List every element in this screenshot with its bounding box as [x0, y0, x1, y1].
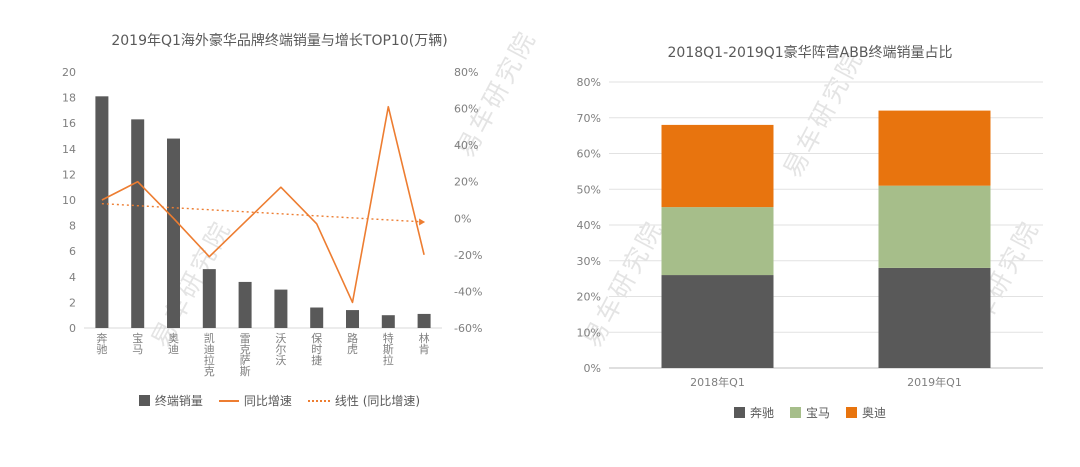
left-axis-tick: 0 [69, 322, 76, 335]
stacked-bar-segment [661, 207, 774, 276]
legend-label-growth: 同比增速 [243, 394, 292, 408]
bar [310, 307, 324, 328]
benz-swatch-icon [733, 407, 745, 418]
y-axis-tick: 20% [577, 291, 601, 304]
x-axis-category-label: 特斯拉 [383, 331, 394, 367]
legend-item-sales: 终端销量 [138, 392, 203, 409]
y-axis-tick: 50% [577, 183, 601, 196]
left-axis-tick: 12 [62, 168, 76, 181]
bar [202, 269, 216, 328]
combo-chart: 2019年Q1海外豪华品牌终端销量与增长TOP10(万辆) 0 2 4 6 8 10 12 1… [52, 30, 507, 409]
stacked-chart-svg: 0% 10% 20% 30% 40% 50% 60% 70% 80% 2018年Q1 2019年Q1 [577, 76, 1043, 389]
y-axis-tick: 80% [577, 76, 601, 89]
legend-item-growth: 同比增速 [218, 392, 292, 409]
bar [346, 310, 359, 328]
bar-swatch-icon [138, 395, 150, 406]
combo-chart-svg: 0 2 4 6 8 10 12 14 16 18 20 -60% -40% -20% 0% 20% 40% 60%… [62, 66, 482, 378]
stacked-bar-segment [878, 267, 991, 368]
stacked-chart-legend: 奔驰 宝马 奥迪 [565, 404, 1055, 421]
bar [238, 281, 252, 328]
growth-line [101, 105, 425, 304]
x-axis-category-label: 保时捷 [311, 331, 322, 367]
left-axis-tick: 8 [69, 220, 76, 233]
right-axis-tick: -40% [454, 285, 482, 298]
bmw-swatch-icon [789, 407, 801, 418]
legend-item-bmw: 宝马 [789, 404, 830, 421]
y-axis-tick: 40% [577, 219, 601, 232]
right-axis-tick: 0% [454, 212, 471, 225]
legend-label-audi: 奥迪 [862, 406, 887, 420]
line-swatch-icon [218, 399, 239, 402]
stacked-chart: 2018Q1-2019Q1豪华阵营ABB终端销量占比 0% 10% 20% 30% 40… [565, 42, 1055, 421]
left-axis-tick: 18 [62, 92, 76, 105]
x-axis-category-label: 林肯 [419, 331, 430, 356]
bar [417, 313, 431, 328]
y-axis-tick: 0% [584, 362, 601, 375]
bar [274, 289, 288, 328]
right-axis-tick: 40% [454, 139, 478, 152]
bar [381, 315, 395, 328]
right-axis-tick: 80% [454, 66, 478, 79]
bar [131, 119, 145, 328]
stacked-chart-title: 2018Q1-2019Q1豪华阵营ABB终端销量占比 [667, 45, 953, 61]
x-axis-category-label: 路虎 [347, 332, 358, 356]
legend-item-benz: 奔驰 [733, 404, 774, 421]
legend-item-audi: 奥迪 [846, 404, 886, 421]
legend-label-trend: 线性 (同比增速) [334, 394, 421, 408]
trend-line [101, 202, 425, 223]
trend-line-arrow-icon [419, 218, 426, 226]
x-axis-category-label: 奔驰 [96, 332, 107, 356]
stacked-bar-segment [661, 275, 774, 368]
combo-chart-title: 2019年Q1海外豪华品牌终端销量与增长TOP10(万辆) [111, 33, 448, 49]
legend-label-benz: 奔驰 [749, 406, 774, 420]
right-axis-tick: 20% [454, 176, 478, 189]
left-axis-tick: 10 [62, 194, 76, 207]
stacked-bar-segment [661, 124, 774, 208]
bar [167, 138, 180, 328]
x-axis-category-label: 2018年Q1 [690, 375, 745, 389]
stacked-bar-segment [878, 185, 991, 268]
right-axis-tick: 60% [454, 103, 478, 116]
left-axis-tick: 20 [62, 66, 76, 79]
y-axis-tick: 30% [577, 255, 601, 268]
x-axis-category-label: 凯迪拉克 [204, 332, 215, 378]
x-axis-category-label: 沃尔沃 [275, 332, 286, 367]
legend-item-trend: 线性 (同比增速) [307, 392, 421, 409]
y-axis-tick: 60% [577, 148, 601, 161]
left-axis-tick: 6 [69, 245, 76, 258]
right-axis-tick: -20% [454, 249, 482, 262]
x-axis-category-label: 宝马 [132, 331, 143, 356]
left-axis-tick: 2 [69, 296, 76, 309]
left-axis-tick: 4 [69, 271, 76, 284]
left-axis-tick: 14 [62, 143, 76, 156]
left-axis-tick: 16 [62, 117, 76, 130]
stacked-bar-segment [878, 110, 991, 186]
y-axis-tick: 70% [577, 112, 601, 125]
dotted-line-swatch-icon [307, 399, 330, 402]
audi-swatch-icon [846, 407, 857, 418]
x-axis-category-label: 雷克萨斯 [240, 332, 251, 378]
x-axis-category-label: 奥迪 [168, 331, 179, 356]
y-axis-tick: 10% [577, 326, 601, 339]
x-axis-category-label: 2019年Q1 [907, 375, 962, 389]
right-axis-tick: -60% [454, 322, 482, 335]
legend-label-bmw: 宝马 [805, 406, 830, 420]
combo-chart-legend: 终端销量 同比增速 线性 (同比增速) [52, 392, 507, 409]
bar [95, 96, 109, 328]
legend-label-sales: 终端销量 [154, 394, 203, 408]
